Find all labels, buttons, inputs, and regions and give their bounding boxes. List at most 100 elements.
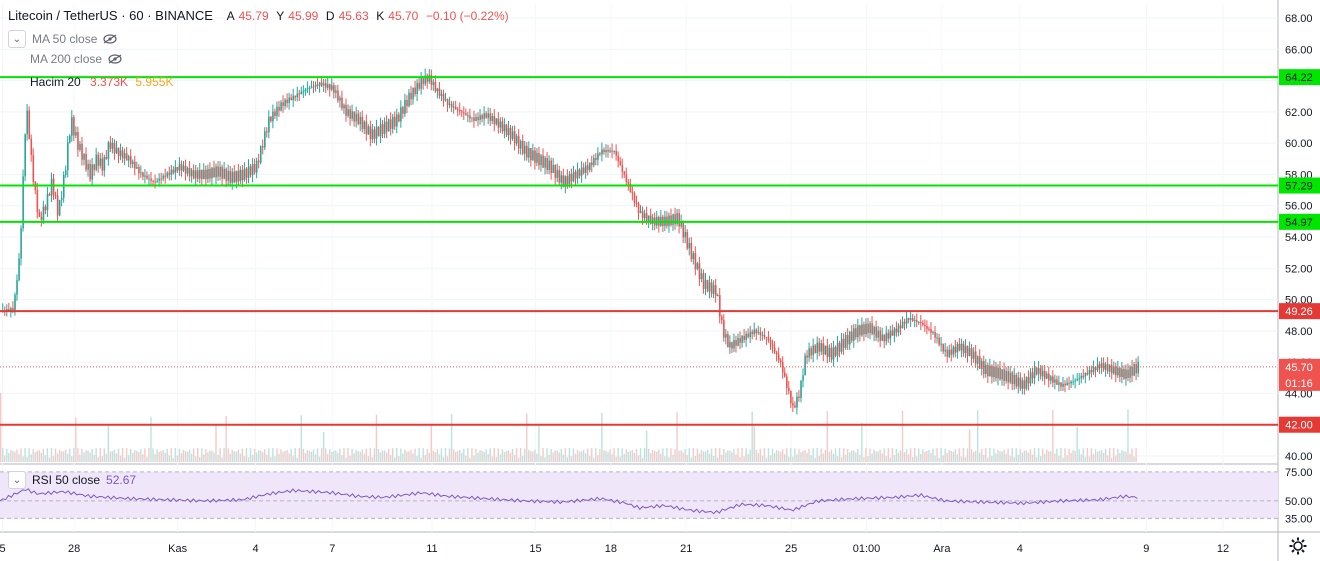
volume-bar bbox=[901, 410, 904, 462]
candle bbox=[867, 323, 869, 334]
volume-bar bbox=[333, 450, 335, 462]
candle bbox=[20, 228, 22, 259]
eye-hidden-icon[interactable] bbox=[103, 34, 117, 44]
symbol-title[interactable]: Litecoin / TetherUS · 60 · BINANCE bbox=[8, 8, 213, 23]
candle bbox=[1123, 368, 1125, 379]
candle bbox=[56, 195, 59, 216]
candle bbox=[974, 351, 977, 364]
candle bbox=[113, 142, 116, 154]
volume-bar bbox=[745, 448, 747, 462]
candle bbox=[337, 90, 339, 101]
candle bbox=[192, 170, 195, 179]
volume-bar bbox=[1052, 409, 1054, 462]
volume-bar bbox=[704, 451, 707, 462]
volume-bar bbox=[656, 451, 658, 462]
volume-bar bbox=[828, 451, 831, 462]
volume-bar bbox=[985, 448, 987, 462]
candle bbox=[36, 189, 39, 213]
volume-bar bbox=[456, 451, 459, 462]
volume-bar bbox=[1127, 409, 1129, 462]
volume-bar bbox=[276, 448, 278, 462]
candle bbox=[568, 173, 571, 185]
collapse-indicators-button[interactable]: ⌄ bbox=[8, 30, 26, 48]
candle bbox=[526, 145, 528, 158]
indicator-volume[interactable]: Hacim 20 3.373K 5.955K bbox=[30, 75, 173, 89]
volume-bar bbox=[1108, 448, 1111, 462]
candle bbox=[682, 221, 685, 238]
candle bbox=[235, 170, 238, 183]
volume-bar bbox=[42, 448, 45, 462]
candle bbox=[231, 171, 234, 183]
eye-hidden-icon[interactable] bbox=[108, 54, 122, 64]
volume-bar bbox=[597, 455, 599, 462]
candle bbox=[14, 294, 16, 311]
indicator-rsi[interactable]: ⌄ RSI 50 close 52.67 bbox=[8, 471, 136, 489]
volume-bar bbox=[219, 448, 221, 462]
volume-bar bbox=[678, 450, 680, 462]
current-price-label: 45.70 bbox=[1285, 362, 1313, 374]
candle bbox=[152, 180, 154, 182]
volume-bar bbox=[499, 454, 502, 462]
volume-bar bbox=[302, 448, 305, 462]
candle bbox=[930, 329, 932, 333]
candle bbox=[142, 172, 144, 177]
indicator-ma200[interactable]: MA 200 close bbox=[30, 52, 122, 66]
volume-bar bbox=[217, 454, 219, 462]
candle bbox=[757, 331, 760, 334]
volume-bar bbox=[127, 455, 130, 462]
candle bbox=[1060, 382, 1062, 387]
candle bbox=[347, 109, 349, 116]
candle bbox=[105, 156, 108, 159]
volume-bar bbox=[335, 450, 337, 462]
y-tick-label: 66.00 bbox=[1285, 44, 1313, 56]
volume-bar bbox=[574, 453, 577, 462]
x-tick-label: 15 bbox=[529, 543, 541, 555]
candle bbox=[264, 131, 266, 148]
candle bbox=[436, 88, 439, 92]
volume-bar bbox=[1121, 449, 1123, 462]
indicator-ma50[interactable]: ⌄ MA 50 close bbox=[8, 30, 117, 48]
volume-bar bbox=[243, 455, 246, 462]
candle bbox=[584, 165, 587, 173]
candle bbox=[357, 113, 360, 125]
volume-bar bbox=[343, 448, 345, 462]
volume-bar bbox=[676, 412, 678, 462]
candle bbox=[524, 145, 526, 154]
volume-bar bbox=[46, 448, 49, 462]
volume-bar bbox=[723, 448, 725, 462]
volume-bar bbox=[814, 457, 816, 462]
candle bbox=[1104, 364, 1107, 370]
volume-bar bbox=[205, 449, 207, 462]
volume-bar bbox=[168, 455, 170, 462]
candle bbox=[1035, 367, 1038, 375]
gear-icon[interactable] bbox=[1288, 536, 1308, 556]
candle bbox=[788, 387, 790, 392]
candle bbox=[127, 156, 130, 161]
volume-bar bbox=[735, 454, 737, 462]
candle bbox=[735, 340, 737, 346]
candle bbox=[95, 154, 98, 170]
volume-bar bbox=[324, 448, 327, 462]
volume-bar bbox=[119, 455, 122, 462]
candle bbox=[582, 167, 585, 173]
candle bbox=[954, 346, 957, 353]
candle bbox=[755, 329, 758, 334]
volume-bar bbox=[2, 448, 4, 462]
volume-bar bbox=[1086, 448, 1089, 462]
volume-bar bbox=[166, 448, 168, 462]
candle bbox=[830, 347, 833, 360]
candle bbox=[402, 107, 404, 114]
collapse-rsi-button[interactable]: ⌄ bbox=[8, 471, 26, 489]
candle bbox=[329, 84, 331, 90]
volume-bar bbox=[30, 454, 32, 462]
candle bbox=[595, 157, 597, 160]
candle bbox=[58, 199, 61, 216]
candle bbox=[1046, 373, 1048, 379]
candle bbox=[615, 150, 618, 156]
volume-bar bbox=[1078, 449, 1080, 462]
volume-bar bbox=[995, 453, 997, 462]
volume-bar bbox=[36, 450, 38, 462]
candle bbox=[899, 325, 902, 329]
volume-bar bbox=[804, 450, 806, 462]
